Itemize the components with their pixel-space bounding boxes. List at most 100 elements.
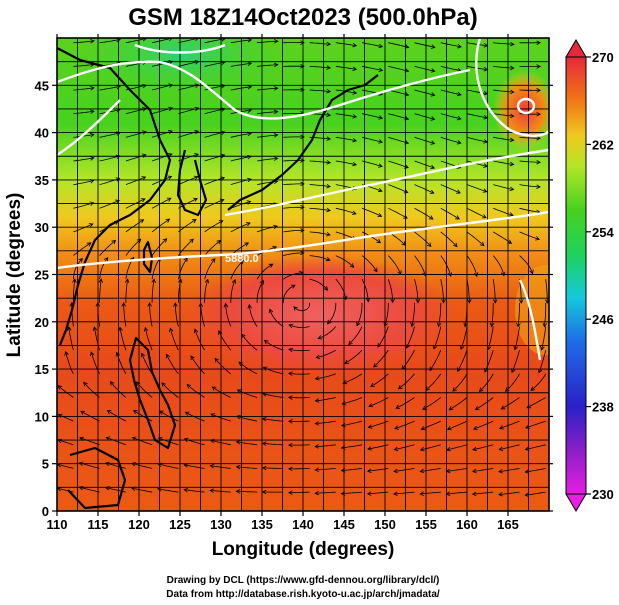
streamline-arrowhead <box>194 129 200 135</box>
streamline-arrowhead <box>79 436 84 441</box>
streamline-arrowhead <box>509 113 515 119</box>
streamline <box>420 468 441 472</box>
streamline <box>530 373 547 391</box>
streamline-arrowhead <box>340 445 346 450</box>
streamline <box>525 444 546 450</box>
streamline <box>58 414 74 422</box>
borneo-coastline <box>67 446 127 510</box>
streamline-arrowhead <box>157 487 162 492</box>
streamline-arrowhead <box>365 297 371 303</box>
streamline-arrowhead <box>80 410 85 415</box>
streamline <box>283 206 304 209</box>
streamline-arrowhead <box>220 176 226 181</box>
streamline <box>204 108 225 115</box>
streamline <box>388 255 402 275</box>
streamline <box>73 110 94 115</box>
streamline <box>373 349 389 368</box>
streamline-arrowhead <box>378 43 384 49</box>
streamline-arrowhead <box>211 258 216 263</box>
streamline <box>414 184 434 194</box>
streamline <box>236 441 258 446</box>
streamline <box>212 386 231 398</box>
streamline-arrowhead <box>299 270 304 276</box>
streamline <box>414 160 435 169</box>
colorbar-tick-label: 262 <box>592 137 614 152</box>
streamline <box>185 411 205 422</box>
streamline-arrowhead <box>419 447 425 452</box>
streamline-arrowhead <box>139 219 145 224</box>
streamline-arrowhead <box>536 111 541 117</box>
streamline-arrowhead <box>247 154 252 160</box>
streamline <box>204 61 225 67</box>
streamline-arrowhead <box>367 446 372 451</box>
streamline <box>73 87 95 91</box>
streamline <box>466 231 485 246</box>
streamline <box>387 279 394 303</box>
streamline <box>204 85 225 91</box>
streamline-arrowhead <box>403 214 408 219</box>
streamline-arrowhead <box>383 322 388 327</box>
streamline <box>283 183 304 185</box>
streamline <box>526 397 546 409</box>
streamline-arrowhead <box>377 212 383 217</box>
streamline-arrowhead <box>157 462 163 467</box>
streamline-arrowhead <box>352 161 358 167</box>
streamline-arrowhead <box>220 153 226 159</box>
y-tick-label: 30 <box>35 220 49 235</box>
streamline <box>125 238 142 256</box>
streamline <box>440 207 460 220</box>
streamline-arrowhead <box>300 228 305 233</box>
streamline-arrowhead <box>288 466 293 472</box>
streamline <box>125 154 146 162</box>
streamline <box>335 136 357 142</box>
streamline-arrowhead <box>168 83 174 88</box>
y-tick-label: 25 <box>35 268 49 283</box>
streamline <box>501 397 520 410</box>
streamline <box>237 389 258 398</box>
streamline-arrowhead <box>516 322 521 328</box>
streamline <box>440 231 458 247</box>
streamline-arrowhead <box>536 159 541 165</box>
streamline-arrowhead <box>293 306 298 311</box>
streamline <box>83 382 100 398</box>
streamline <box>99 178 120 185</box>
streamline-arrowhead <box>235 489 241 494</box>
streamline <box>316 349 336 358</box>
streamline-arrowhead <box>103 257 109 262</box>
streamline-arrowhead <box>121 302 127 307</box>
streamline-arrowhead <box>410 322 415 328</box>
streamline-arrowhead <box>216 239 222 245</box>
streamline <box>505 373 520 392</box>
streamline <box>370 373 389 387</box>
streamline-arrowhead <box>430 164 436 169</box>
taiwan-coastline <box>142 240 154 274</box>
streamline <box>141 353 153 375</box>
streamline-arrowhead <box>377 187 383 193</box>
streamline-arrowhead <box>235 440 241 445</box>
x-axis-ticks: 110 115 120 125 130 135 140 145 150 155 160 165 <box>47 34 519 532</box>
streamline <box>479 373 494 392</box>
streamline <box>519 160 541 163</box>
streamline-arrowhead <box>448 406 454 411</box>
streamline <box>99 39 121 44</box>
streamline-arrowhead <box>404 116 410 121</box>
streamline-arrowhead <box>445 468 451 474</box>
contour-north <box>224 148 549 217</box>
streamline-arrowhead <box>244 242 250 247</box>
streamline <box>466 89 488 95</box>
streamline <box>341 444 363 449</box>
streamline-arrowhead <box>483 139 489 144</box>
streamline <box>99 257 109 280</box>
streamline <box>57 439 74 446</box>
streamline <box>262 467 284 469</box>
streamline-arrowhead <box>542 322 548 328</box>
streamline <box>361 42 383 48</box>
streamline <box>394 444 415 451</box>
x-tick-label: 135 <box>251 517 273 532</box>
streamline-arrowhead <box>90 86 95 91</box>
streamline-arrowhead <box>86 242 92 247</box>
streamline <box>525 468 546 473</box>
streamline <box>452 373 468 392</box>
streamline-arrowhead <box>57 413 63 418</box>
